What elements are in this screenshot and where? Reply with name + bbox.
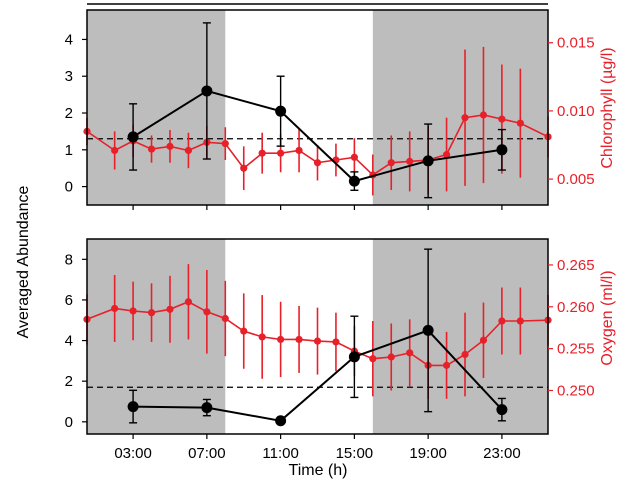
right-tick-label-d-1: 0.255 <box>557 341 595 358</box>
oxygen-point-2 <box>129 307 137 315</box>
abundance-point-c-2 <box>275 105 287 117</box>
chlorophyll-point-11 <box>295 146 303 155</box>
right-tick-label-d-0: 0.250 <box>557 382 595 399</box>
abundance-point-c-3 <box>348 175 360 187</box>
chlorophyll-point-7 <box>221 140 229 148</box>
panel-c: c) Chlorophyll (µg/l) 012340.0050.0100.0… <box>65 9 616 210</box>
x-tick-label-0: 03:00 <box>114 445 152 462</box>
chlorophyll-point-17 <box>406 157 414 165</box>
chlorophyll-point-19 <box>442 150 451 159</box>
night-band-c-0 <box>87 10 226 205</box>
chlorophyll-axis-title: Chlorophyll (µg/l) <box>599 47 616 168</box>
left-tick-label-d-3: 6 <box>65 292 73 309</box>
right-tick-label-d-2: 0.260 <box>557 299 595 316</box>
chlorophyll-point-23 <box>516 119 524 127</box>
oxygen-point-10 <box>277 335 285 344</box>
oxygen-point-4 <box>166 305 174 313</box>
night-band-c-1 <box>372 10 548 205</box>
x-tick-label-5: 23:00 <box>483 445 521 462</box>
abundance-point-d-5 <box>496 404 508 416</box>
oxygen-point-7 <box>221 314 229 323</box>
oxygen-point-6 <box>203 308 211 316</box>
chlorophyll-point-4 <box>166 142 174 150</box>
left-tick-label-c-1: 1 <box>65 142 73 159</box>
right-tick-label-c-0: 0.005 <box>557 171 595 188</box>
right-tick-label-c-1: 0.010 <box>557 103 595 120</box>
left-tick-label-c-0: 0 <box>65 179 73 196</box>
abundance-line-d <box>133 329 503 422</box>
oxygen-axis-title: Oxygen (ml/l) <box>599 270 616 365</box>
abundance-point-d-2 <box>275 415 287 427</box>
oxygen-point-9 <box>258 333 266 341</box>
abundance-point-c-5 <box>496 144 508 156</box>
abundance-point-d-1 <box>201 402 213 414</box>
oxygen-point-22 <box>498 317 506 325</box>
abundance-point-d-0 <box>127 401 139 413</box>
left-tick-label-c-3: 3 <box>65 68 73 85</box>
night-band-d-1 <box>372 239 548 434</box>
x-tick-label-2: 11:00 <box>262 445 298 462</box>
oxygen-point-13 <box>332 338 340 346</box>
abundance-line-c <box>132 89 503 183</box>
chlorophyll-point-20 <box>461 114 469 122</box>
chlorophyll-point-5 <box>184 146 193 155</box>
left-tick-label-d-4: 8 <box>65 251 73 268</box>
oxygen-point-11 <box>295 335 303 344</box>
panel-d: d) Oxygen (ml/l) 024680.2500.2550.2600.2… <box>65 238 616 462</box>
chlorophyll-point-12 <box>313 159 322 167</box>
oxygen-point-20 <box>461 350 469 359</box>
chlorophyll-point-10 <box>277 149 285 157</box>
abundance-point-d-4 <box>422 324 434 336</box>
oxygen-point-15 <box>369 355 377 363</box>
abundance-point-c-0 <box>127 131 139 143</box>
left-tick-label-c-4: 4 <box>65 31 73 48</box>
oxygen-point-23 <box>516 317 524 325</box>
left-tick-label-d-0: 0 <box>65 414 73 431</box>
y-axis-title: Averaged Abundance <box>15 186 32 339</box>
x-tick-label-1: 07:00 <box>188 445 226 462</box>
chlorophyll-point-22 <box>498 115 506 123</box>
oxygen-point-12 <box>313 337 322 345</box>
chlorophyll-point-8 <box>240 164 248 172</box>
oxygen-point-17 <box>406 349 414 357</box>
right-tick-label-c-2: 0.015 <box>557 35 595 52</box>
x-tick-label-4: 19:00 <box>409 445 447 462</box>
oxygen-point-16 <box>387 353 395 361</box>
abundance-point-d-3 <box>348 351 360 363</box>
plot-frame-c <box>86 9 549 206</box>
chlorophyll-point-21 <box>479 111 488 119</box>
left-tick-label-c-2: 2 <box>65 105 73 122</box>
left-tick-label-d-2: 4 <box>65 333 73 350</box>
oxygen-point-21 <box>479 336 488 344</box>
chlorophyll-point-16 <box>387 159 395 167</box>
chlorophyll-point-14 <box>350 153 358 161</box>
night-band-d-0 <box>87 239 226 434</box>
x-axis-title: Time (h) <box>289 462 348 479</box>
oxygen-point-19 <box>442 361 451 369</box>
x-tick-label-3: 15:00 <box>336 445 374 462</box>
chlorophyll-point-1 <box>111 146 119 155</box>
left-tick-label-d-1: 2 <box>65 373 73 390</box>
chlorophyll-point-3 <box>147 145 156 153</box>
chlorophyll-point-9 <box>258 149 266 157</box>
plot-frame-d <box>86 238 549 435</box>
oxygen-point-8 <box>240 327 248 335</box>
oxygen-point-1 <box>111 304 119 313</box>
abundance-point-c-1 <box>201 85 213 97</box>
oxygen-point-5 <box>184 298 193 306</box>
abundance-point-c-4 <box>422 155 434 167</box>
right-tick-label-d-3: 0.265 <box>557 257 595 274</box>
oxygen-point-3 <box>147 309 156 317</box>
